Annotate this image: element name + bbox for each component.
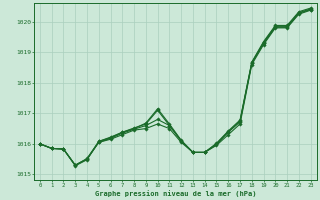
X-axis label: Graphe pression niveau de la mer (hPa): Graphe pression niveau de la mer (hPa) — [94, 190, 256, 197]
